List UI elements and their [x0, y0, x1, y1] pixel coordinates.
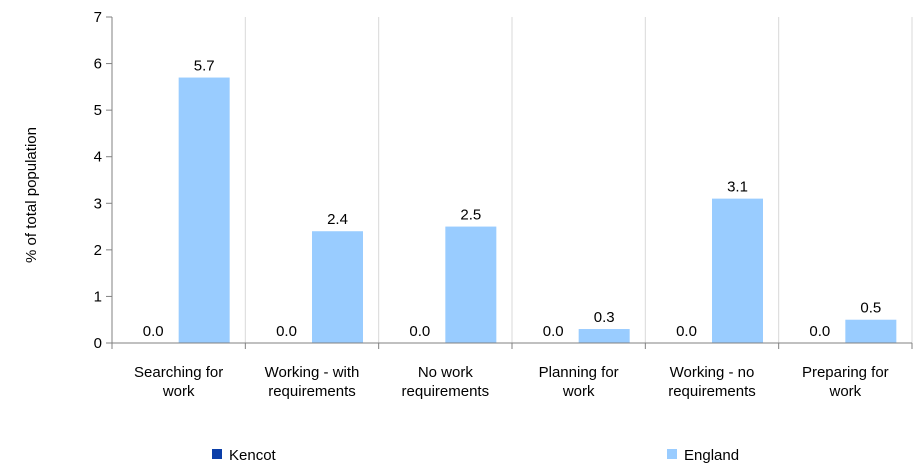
x-tick-label-line: Working - no — [670, 364, 755, 381]
data-label: 0.5 — [860, 300, 881, 317]
legend: Kencot England — [212, 447, 739, 464]
data-label: 0.0 — [276, 323, 297, 340]
x-tick-label-line: work — [162, 383, 195, 400]
data-label: 0.0 — [143, 323, 164, 340]
bar-england — [845, 319, 897, 343]
x-tick-label-line: Working - with — [265, 364, 360, 381]
bar-england — [578, 329, 630, 343]
data-label: 0.3 — [594, 309, 615, 326]
data-label: 5.7 — [194, 58, 215, 75]
y-axis-label: % of total population — [23, 127, 40, 263]
y-tick-label: 5 — [94, 102, 102, 119]
bar-series: 0.0 5.7 0.0 2.4 0.0 2.5 0.0 0.3 0.0 3.1 0.0 0.5 — [143, 58, 897, 344]
x-tick-label-line: Preparing for — [802, 364, 889, 381]
x-tick-label: Working - no requirements — [668, 364, 756, 400]
data-label: 3.1 — [727, 179, 748, 196]
x-tick-label: Searching for work — [134, 364, 223, 400]
data-label: 0.0 — [409, 323, 430, 340]
y-tick-label: 3 — [94, 195, 102, 212]
y-tick-label: 0 — [94, 335, 102, 352]
y-tick-label: 6 — [94, 56, 102, 73]
x-axis: Searching for work Working - with requireme… — [111, 342, 913, 400]
y-tick-label: 2 — [94, 242, 102, 259]
bar-england — [712, 198, 763, 343]
x-tick-label-line: Searching for — [134, 364, 223, 381]
x-tick-label: Working - with requirements — [265, 364, 360, 400]
bar-england — [312, 231, 363, 343]
legend-swatch-england — [667, 449, 677, 459]
x-tick-label-line: No work — [418, 364, 474, 381]
data-label: 2.5 — [460, 207, 481, 224]
legend-label-england: England — [684, 447, 739, 464]
y-axis: 0 1 2 3 4 5 6 7 — [94, 9, 113, 352]
data-label: 0.0 — [809, 323, 830, 340]
data-label: 2.4 — [327, 211, 348, 228]
x-tick-label: Preparing for work — [802, 364, 889, 400]
x-tick-label-line: requirements — [402, 383, 490, 400]
bar-england — [178, 77, 230, 344]
x-tick-label-line: work — [828, 383, 861, 400]
y-tick-label: 1 — [94, 288, 102, 305]
x-tick-label-line: requirements — [268, 383, 356, 400]
data-label: 0.0 — [676, 323, 697, 340]
x-tick-label-line: Planning for — [539, 364, 619, 381]
bar-england — [445, 226, 497, 343]
y-tick-label: 4 — [94, 149, 102, 166]
x-tick-label-line: requirements — [668, 383, 756, 400]
legend-label-kencot: Kencot — [229, 447, 277, 464]
legend-swatch-kencot — [212, 449, 222, 459]
x-tick-label: Planning for work — [539, 364, 619, 400]
y-tick-label: 7 — [94, 9, 102, 26]
grid-lines — [244, 17, 913, 343]
x-tick-label: No work requirements — [402, 364, 490, 400]
x-tick-label-line: work — [562, 383, 595, 400]
data-label: 0.0 — [543, 323, 564, 340]
